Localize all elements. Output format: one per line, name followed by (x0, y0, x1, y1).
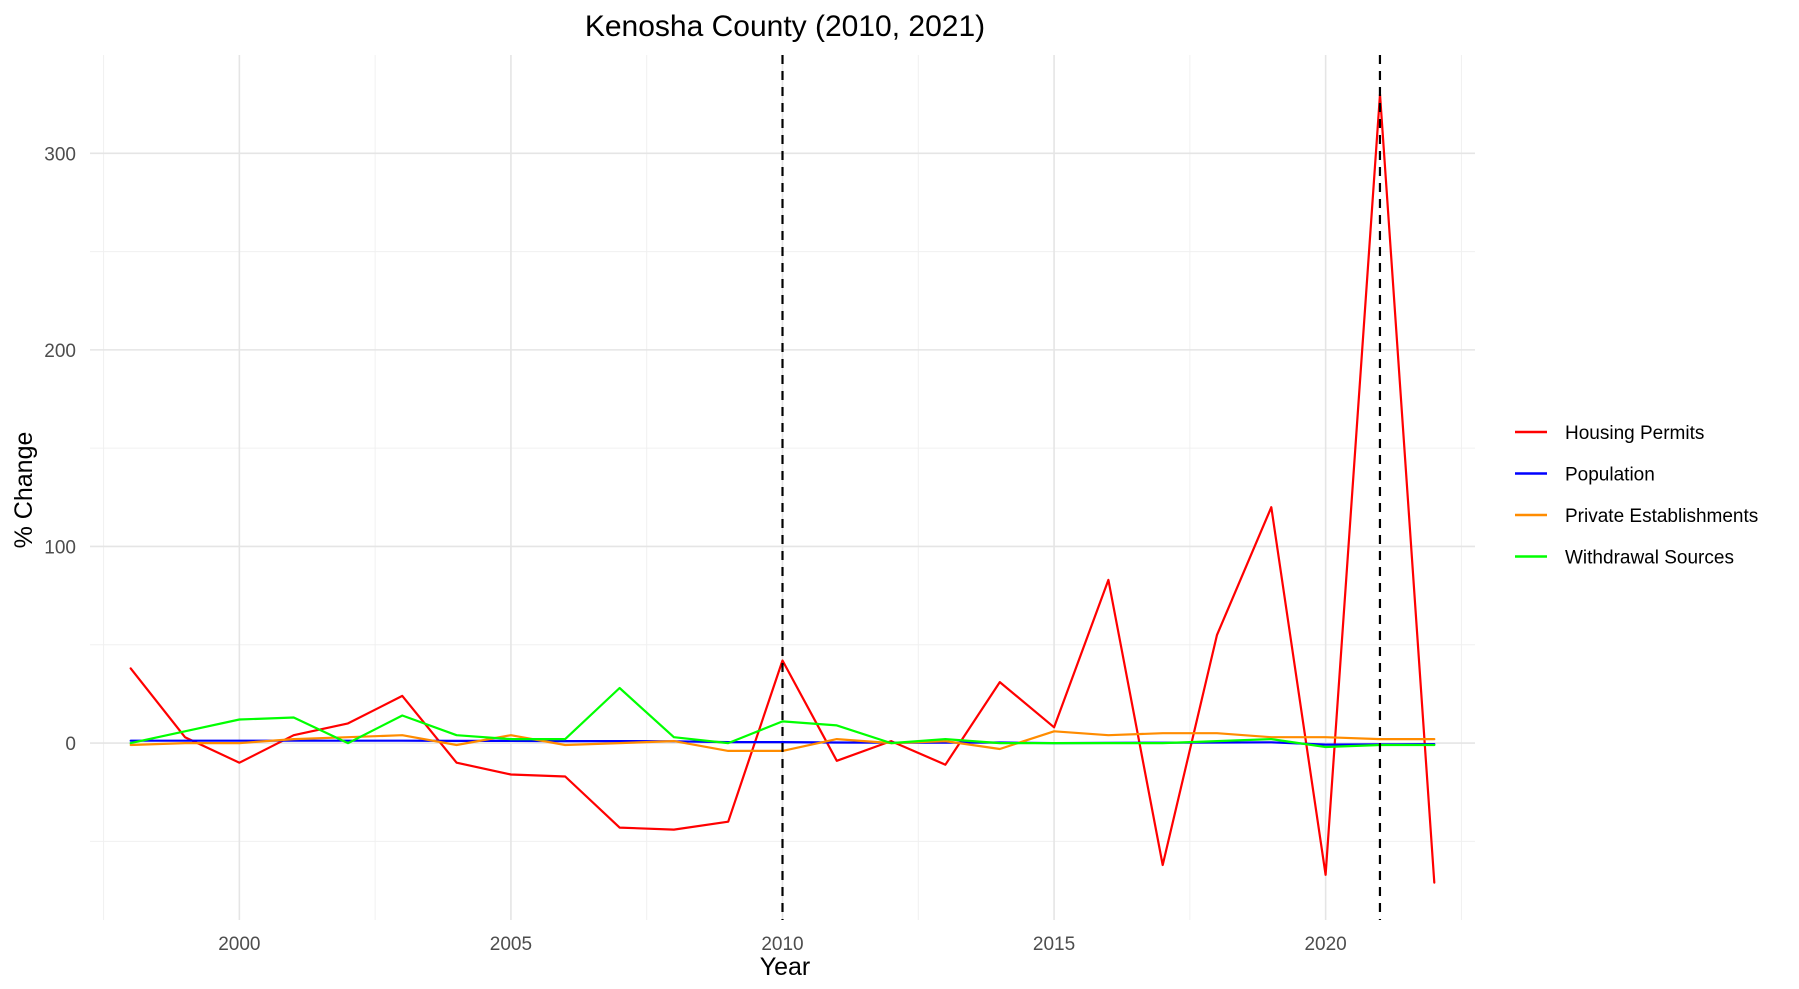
x-axis-title: Year (760, 953, 811, 981)
series-line-housing-permits (129, 93, 1436, 884)
x-tick-label: 2010 (761, 934, 803, 955)
legend-label-private-establishments: Private Establishments (1565, 506, 1758, 527)
series-line-population (129, 739, 1436, 746)
y-tick-label: 200 (44, 341, 76, 362)
x-tick-label: 2015 (1033, 934, 1075, 955)
y-tick-label: 300 (44, 144, 76, 165)
x-tick-label: 2000 (218, 934, 260, 955)
plot-panel (90, 55, 1475, 920)
y-axis-title: % Change (10, 432, 38, 549)
y-tick-label: 0 (65, 734, 76, 755)
legend-label-housing-permits: Housing Permits (1565, 423, 1704, 444)
x-tick-label: 2005 (490, 934, 532, 955)
legend: Housing Permits Population Private Establi… (1515, 423, 1758, 569)
x-axis-ticks: 2000 2005 2010 2015 2020 (218, 934, 1347, 955)
reference-lines (781, 55, 1382, 920)
legend-label-withdrawal-sources: Withdrawal Sources (1565, 548, 1734, 569)
y-tick-label: 100 (44, 537, 76, 558)
series-line-withdrawal-sources (129, 686, 1436, 749)
x-tick-label: 2020 (1304, 934, 1346, 955)
y-axis-ticks: 0 100 200 300 (44, 144, 76, 755)
chart-title: Kenosha County (2010, 2021) (585, 10, 985, 43)
legend-label-population: Population (1565, 465, 1655, 486)
